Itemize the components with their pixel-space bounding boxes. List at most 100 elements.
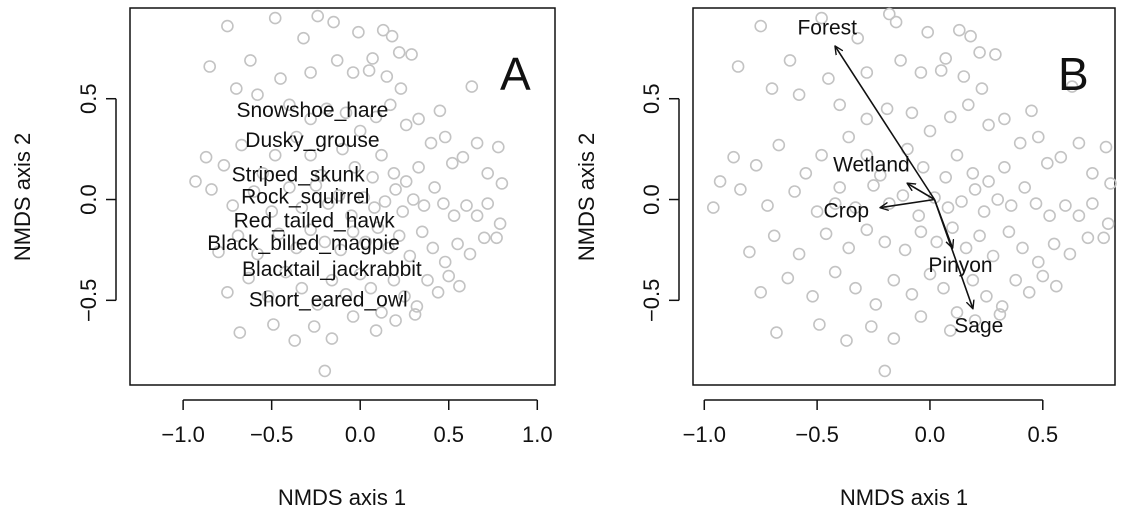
panel-b-data-point xyxy=(943,324,957,337)
panel-b-data-point xyxy=(1029,197,1043,210)
panel-b-frame xyxy=(692,7,1116,386)
panel-b-data-point xyxy=(977,205,991,218)
panel-b-data-point xyxy=(1032,130,1045,144)
panel-a-data-point xyxy=(470,209,484,222)
panel-b-data-point xyxy=(842,130,856,144)
panel-a-data-point xyxy=(396,205,410,218)
panel-a-data-point xyxy=(369,324,383,337)
panel-a-data-point xyxy=(451,237,464,251)
panel-b-data-point xyxy=(923,124,937,138)
panel-a-data-point xyxy=(256,167,270,180)
panel-a-data-point xyxy=(433,104,447,118)
panel-b-data-point xyxy=(905,106,919,120)
panel-a-data-point xyxy=(295,201,309,214)
panel-a-data-point xyxy=(314,169,328,182)
panel-a-data-point xyxy=(304,112,317,126)
panel-a-data-point xyxy=(242,271,255,285)
panel-b-data-point xyxy=(943,110,957,124)
panel-a-data-point xyxy=(318,235,332,249)
panel-b-x-tick-label: −1.0 xyxy=(683,422,726,447)
panel-a-x-axis-title: NMDS axis 1 xyxy=(278,485,406,510)
panel-b-data-point xyxy=(743,245,756,259)
panel-a-data-point xyxy=(297,31,310,45)
panel-b-data-point xyxy=(973,229,986,243)
panel-b-data-point xyxy=(882,7,896,21)
panel-b-data-point xyxy=(761,199,774,212)
panel-b-data-point xyxy=(986,249,1000,263)
panel-b-data-point xyxy=(968,183,982,196)
panel-a-data-point xyxy=(304,148,317,162)
panel-b-data-point xyxy=(887,332,901,345)
panel-b-data-point xyxy=(998,112,1011,126)
panel-a-data-point xyxy=(415,225,429,239)
panel-a-data-point xyxy=(357,191,371,204)
panel-b-data-point xyxy=(783,54,797,67)
panel-a-data-point xyxy=(447,209,461,222)
panel-a-data-point xyxy=(221,285,234,299)
panel-a-data-point xyxy=(307,320,321,333)
panel-b-data-point xyxy=(955,195,968,208)
panel-a-data-point xyxy=(368,201,381,214)
panel-b-data-point xyxy=(810,205,824,218)
panel-a-data-point xyxy=(403,249,417,263)
panel-a-frame xyxy=(129,7,556,386)
panel-a-data-point xyxy=(385,29,399,43)
panel-b-data-point xyxy=(772,138,786,152)
panel-b-data-point xyxy=(1004,199,1018,212)
panel-b-data-point xyxy=(799,167,813,180)
panel-b-data-point xyxy=(792,88,806,101)
panel-a-data-point xyxy=(345,209,358,222)
panel-a-data-point xyxy=(272,227,286,241)
panel-b-data-point xyxy=(792,247,806,261)
panel-a-data-point xyxy=(406,193,420,206)
panel-b-data-point xyxy=(731,60,745,73)
panel-b-data-point xyxy=(1043,209,1056,222)
vector-label-pinyon: Pinyon xyxy=(928,254,992,277)
panel-b-data-point xyxy=(806,289,819,303)
panel-a-data-point xyxy=(382,241,395,255)
vector-arrow-crop xyxy=(880,198,935,208)
panel-a-data-point xyxy=(203,60,216,73)
panel-b-data-point xyxy=(860,112,874,126)
panel-b-data-point xyxy=(749,159,763,172)
panel-a-data-point xyxy=(417,199,431,212)
panel-a-data-point xyxy=(445,156,459,170)
panel-a-data-point xyxy=(369,110,383,124)
panel-a-data-point xyxy=(339,106,353,120)
panel-a-data-point xyxy=(352,25,365,39)
panel-a-data-point xyxy=(205,183,218,196)
panel-a-data-point xyxy=(288,334,302,347)
panel-a-data-point xyxy=(199,150,213,164)
panel-a-data-point xyxy=(399,175,413,188)
panel-b-data-point xyxy=(928,191,941,204)
panel-a-data-point xyxy=(463,247,477,261)
panel-a-data-point xyxy=(311,298,325,311)
panel-a-data-point xyxy=(426,241,440,255)
panel-b-data-point xyxy=(966,167,980,180)
panel-a-data-point xyxy=(325,273,339,287)
panel-a-data-point xyxy=(412,112,425,126)
panel-a-data-point xyxy=(392,46,406,59)
panel-b-data-point xyxy=(770,326,783,339)
panel-b-x-tick-label: 0.0 xyxy=(915,422,946,447)
panel-a-x-tick-label: −0.5 xyxy=(250,422,293,447)
panel-a-data-point xyxy=(318,364,332,378)
panel-a-data-point xyxy=(330,54,344,67)
panel-b-data-point xyxy=(934,64,948,77)
panel-a-data-point xyxy=(421,273,434,287)
panel-b-data-point xyxy=(1063,247,1077,261)
panel-b-data-point xyxy=(894,54,907,67)
panel-b-data-point xyxy=(1041,156,1054,170)
panel-b-y-axis-title: NMDS axis 2 xyxy=(574,133,599,261)
panel-b-data-point xyxy=(867,179,880,192)
panel-b-data-point xyxy=(975,82,989,95)
panel-a-data-point xyxy=(453,279,466,293)
panel-b-data-point xyxy=(950,306,964,319)
panel-b-data-point xyxy=(982,118,995,132)
panel-b-data-point xyxy=(1097,231,1110,245)
panel-a-data-point xyxy=(212,245,225,259)
panel-a-y-axis-title: NMDS axis 2 xyxy=(10,133,35,261)
panel-b-data-point xyxy=(966,273,980,287)
panel-b-data-point xyxy=(1072,136,1086,150)
panel-b-data-point xyxy=(1032,255,1045,269)
